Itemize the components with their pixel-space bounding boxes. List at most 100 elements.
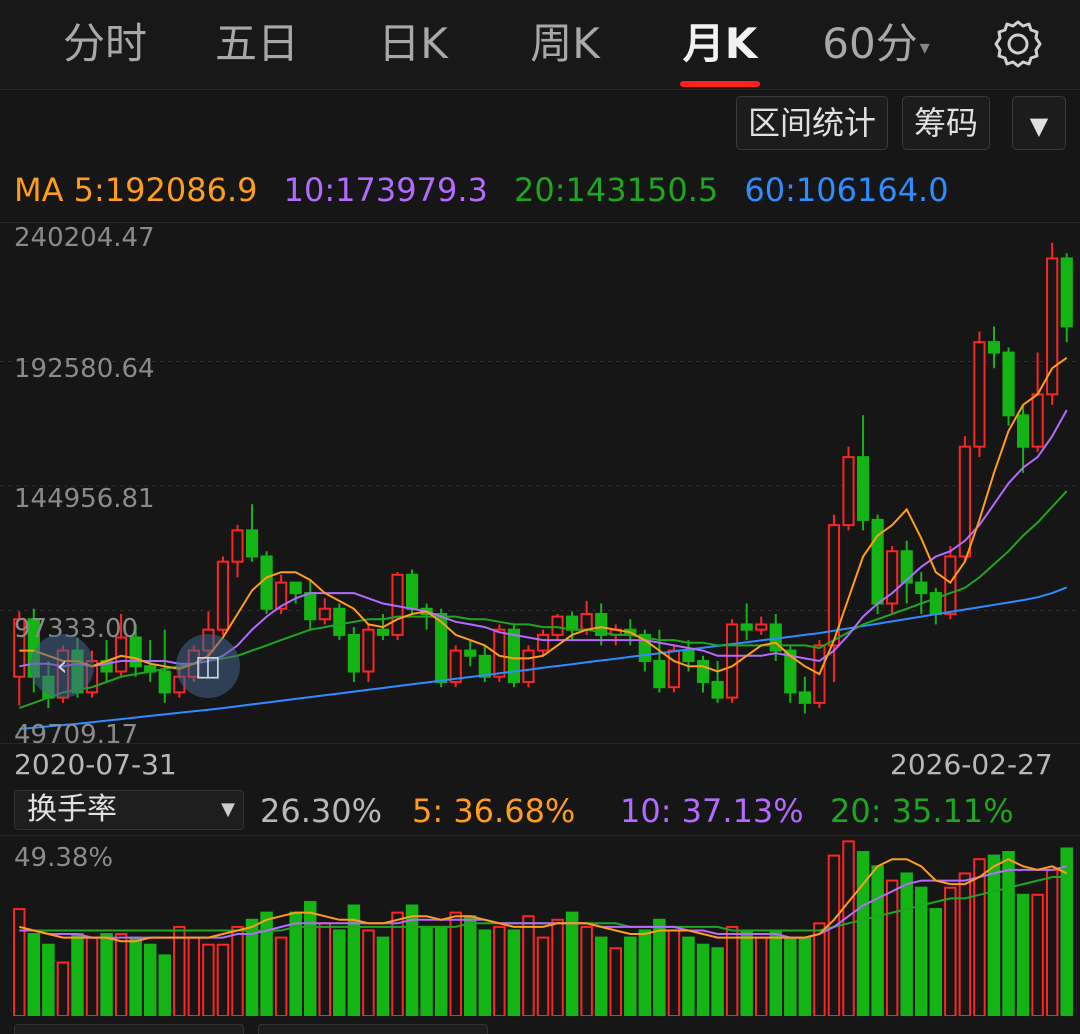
turnover-bar — [798, 936, 812, 1017]
candle-body — [638, 633, 651, 663]
turnover-bar — [565, 911, 579, 1017]
turnover-bar — [725, 925, 739, 1017]
candle-body — [536, 633, 550, 652]
end-date: 2026-02-27 — [890, 748, 1053, 781]
turnover-bar — [871, 865, 884, 1017]
candle-body — [667, 649, 681, 689]
turnover-bar — [362, 929, 375, 1017]
tab-intraday[interactable]: 分时 — [62, 19, 147, 68]
turnover-bar — [100, 933, 113, 1017]
candle-body — [231, 529, 244, 563]
turnover-bar — [900, 872, 913, 1017]
bottom-tab-1[interactable] — [14, 1024, 244, 1034]
range-stats-button[interactable]: 区间统计 — [736, 96, 888, 150]
turnover-bar — [71, 933, 84, 1017]
turnover-svg — [13, 840, 1073, 1018]
turnover-bar — [682, 936, 695, 1017]
candle-body — [827, 524, 841, 647]
candle-body — [842, 456, 855, 527]
candle-body — [973, 341, 986, 448]
candle-body — [260, 555, 273, 610]
candle-body — [115, 636, 128, 673]
candle-body — [595, 612, 608, 636]
turnover-bar — [696, 943, 710, 1017]
tab-monthly-k[interactable]: 月K — [682, 19, 758, 68]
candle-body — [856, 456, 870, 521]
candle-body — [900, 550, 913, 584]
tab-60-min[interactable]: 60分 ▾ — [806, 14, 946, 74]
ma-legend: MA 5:192086.9 10:173979.3 20:143150.5 60… — [14, 170, 965, 210]
turnover-bar — [187, 936, 201, 1017]
turnover-bar — [1016, 893, 1030, 1017]
turnover-bar — [56, 961, 70, 1017]
candle-body — [129, 636, 142, 668]
turnover-bar — [303, 900, 317, 1017]
candle-body — [449, 649, 462, 683]
turnover-ma10: 10: 37.13% — [620, 792, 804, 830]
ma60-value: 60:106164.0 — [744, 171, 949, 209]
turnover-ma5-line — [19, 858, 1068, 943]
candle-body — [551, 615, 564, 636]
candle-body — [987, 341, 1001, 354]
turnover-ma5: 5: 36.68% — [412, 792, 576, 830]
bottom-tab-2[interactable] — [258, 1024, 488, 1034]
ma20-value: 20:143150.5 — [514, 171, 719, 209]
turnover-bar — [333, 929, 346, 1017]
turnover-bar — [1045, 868, 1059, 1017]
candle-body — [784, 649, 797, 694]
chips-button[interactable]: 筹码 — [902, 96, 990, 150]
candle-body — [886, 550, 899, 605]
tab-five-day[interactable]: 五日 — [214, 19, 299, 68]
turnover-bar — [1002, 851, 1015, 1017]
turnover-bar — [754, 936, 768, 1017]
candle-body — [13, 618, 26, 678]
turnover-chart[interactable] — [0, 836, 1080, 1018]
turnover-current: 26.30% — [260, 792, 383, 830]
turnover-bar — [885, 879, 899, 1018]
candle-body — [696, 660, 710, 683]
turnover-bar — [449, 911, 462, 1017]
indicator-select[interactable]: 换手率 ▼ — [14, 790, 244, 830]
turnover-bar — [376, 936, 390, 1017]
turnover-bar — [653, 918, 666, 1017]
candle-body — [1031, 393, 1044, 448]
turnover-bar — [842, 840, 855, 1017]
candle-body — [275, 581, 288, 610]
turnover-bar — [987, 854, 1001, 1018]
start-date: 2020-07-31 — [14, 748, 177, 781]
turnover-bar — [507, 929, 521, 1017]
candle-body — [915, 581, 928, 595]
turnover-bar — [813, 922, 826, 1017]
indicator-name: 换手率 — [27, 792, 117, 827]
candle-body — [1016, 414, 1030, 448]
turnover-bar — [711, 947, 724, 1017]
candle-body — [333, 607, 346, 636]
turnover-bar — [1031, 893, 1044, 1017]
turnover-bar — [129, 936, 142, 1017]
turnover-bar — [522, 915, 535, 1017]
candle-body — [1046, 257, 1059, 396]
tab-daily-k[interactable]: 日K — [378, 19, 448, 68]
turnover-bar — [827, 854, 841, 1018]
turnover-bar — [493, 925, 506, 1017]
period-tabs: 分时 五日 日K 周K 月K 60分 ▾ — [0, 0, 1080, 90]
turnover-bar — [173, 925, 186, 1017]
indicator-header: 换手率 ▼ 26.30% 5: 36.68% 10: 37.13% 20: 35… — [0, 790, 1080, 836]
candle-body — [711, 680, 724, 699]
candle-body — [158, 670, 171, 694]
gear-icon[interactable] — [992, 18, 1044, 70]
turnover-max-label: 49.38% — [14, 843, 114, 873]
turnover-bar — [769, 929, 783, 1017]
bottom-tab-strip — [0, 1018, 1080, 1034]
scroll-left-button[interactable]: ‹ — [30, 634, 94, 698]
candle-body — [798, 691, 811, 704]
candlestick-chart[interactable] — [0, 222, 1080, 744]
more-dropdown-button[interactable]: ▼ — [1012, 96, 1066, 150]
turnover-bar — [216, 943, 230, 1017]
turnover-bar — [391, 911, 404, 1017]
candle-body — [958, 445, 971, 558]
chart-mode-button[interactable]: ◫ — [176, 634, 240, 698]
candle-body — [478, 654, 491, 678]
ma20-series-line — [18, 490, 1068, 710]
tab-weekly-k[interactable]: 周K — [530, 19, 600, 68]
